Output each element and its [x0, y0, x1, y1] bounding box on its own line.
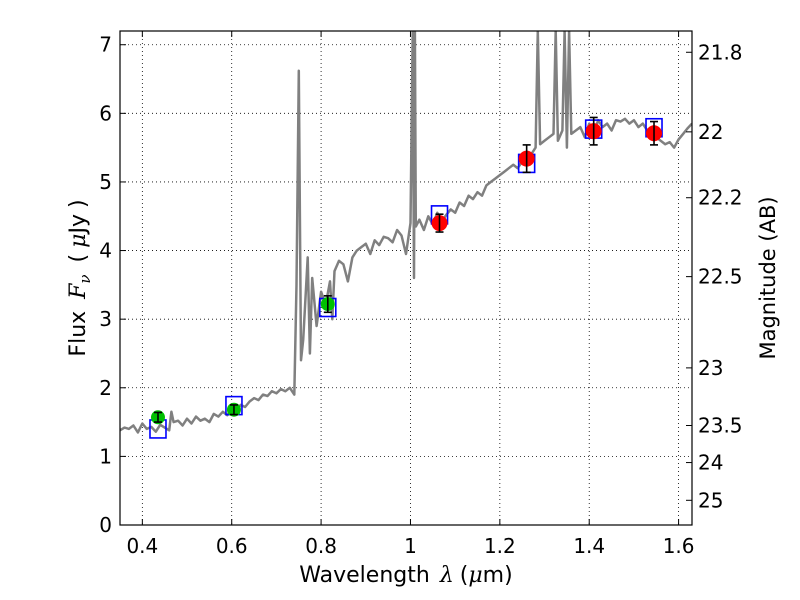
- x-axis-label-unit-mu: μ: [468, 563, 482, 588]
- y-tick-label: 6: [99, 101, 112, 125]
- x-axis-label-text: Wavelength: [299, 563, 430, 588]
- error-bar: [323, 295, 332, 314]
- right-tick-label: 23: [698, 356, 723, 380]
- x-tick-label: 1.6: [663, 534, 695, 558]
- y-tick-label: 7: [99, 33, 112, 57]
- y-axis-label-symbol: F: [66, 283, 91, 300]
- x-axis-label-unit-open: (: [460, 563, 469, 588]
- plot-frame: [119, 30, 693, 526]
- y-axis-label-mu: μ: [66, 234, 91, 248]
- x-axis-ticks: 0.4 0.6 0.8 1 1.2 1.4 1.6: [126, 31, 695, 558]
- y-axis-label-text: Flux: [66, 311, 91, 357]
- y-tick-label: 1: [99, 444, 112, 468]
- y-tick-label: 3: [99, 307, 112, 331]
- error-bar: [435, 213, 444, 233]
- x-tick-label: 0.8: [305, 534, 337, 558]
- right-tick-label: 22: [698, 120, 723, 144]
- y-axis-label: Flux Fν ( μJy): [66, 199, 94, 356]
- y-tick-label: 5: [99, 170, 112, 194]
- x-tick-label: 1.2: [484, 534, 516, 558]
- x-tick-label: 1.4: [573, 534, 605, 558]
- right-tick-label: 22.2: [698, 186, 743, 210]
- right-axis-ticks: 21.8 22 22.2 22.5 23 23.5 24 25: [686, 40, 743, 512]
- error-bar: [229, 404, 238, 416]
- error-bars: [153, 116, 659, 423]
- right-axis-label: Magnitude (AB): [756, 196, 780, 359]
- x-tick-label: 1: [404, 534, 417, 558]
- x-tick-label: 0.6: [216, 534, 248, 558]
- x-axis-label-symbol: λ: [439, 563, 454, 588]
- x-axis-label: Wavelength λ (μm): [299, 563, 512, 588]
- y-axis-label-subscript: ν: [76, 274, 94, 283]
- right-tick-label: 22.5: [698, 265, 743, 289]
- error-bar: [153, 411, 162, 423]
- right-tick-label: 23.5: [698, 414, 743, 438]
- right-tick-label: 21.8: [698, 40, 743, 64]
- y-axis-label-paren-open: (: [66, 254, 91, 263]
- right-tick-label: 25: [698, 488, 723, 512]
- y-axis-label-paren-close: ): [66, 199, 91, 208]
- x-tick-label: 0.4: [126, 534, 158, 558]
- y-tick-label: 4: [99, 239, 112, 263]
- error-bar: [522, 144, 531, 174]
- y-tick-label: 2: [99, 376, 112, 400]
- error-bar: [650, 120, 659, 146]
- x-axis-label-unit-rest: m): [483, 563, 513, 588]
- y-tick-label: 0: [99, 513, 112, 537]
- right-tick-label: 24: [698, 451, 723, 475]
- y-axis-label-unit: Jy: [66, 214, 91, 236]
- y-axis-ticks: 0 1 2 3 4 5 6 7: [99, 33, 126, 537]
- error-bar: [589, 116, 598, 146]
- plot-content: [120, 31, 692, 439]
